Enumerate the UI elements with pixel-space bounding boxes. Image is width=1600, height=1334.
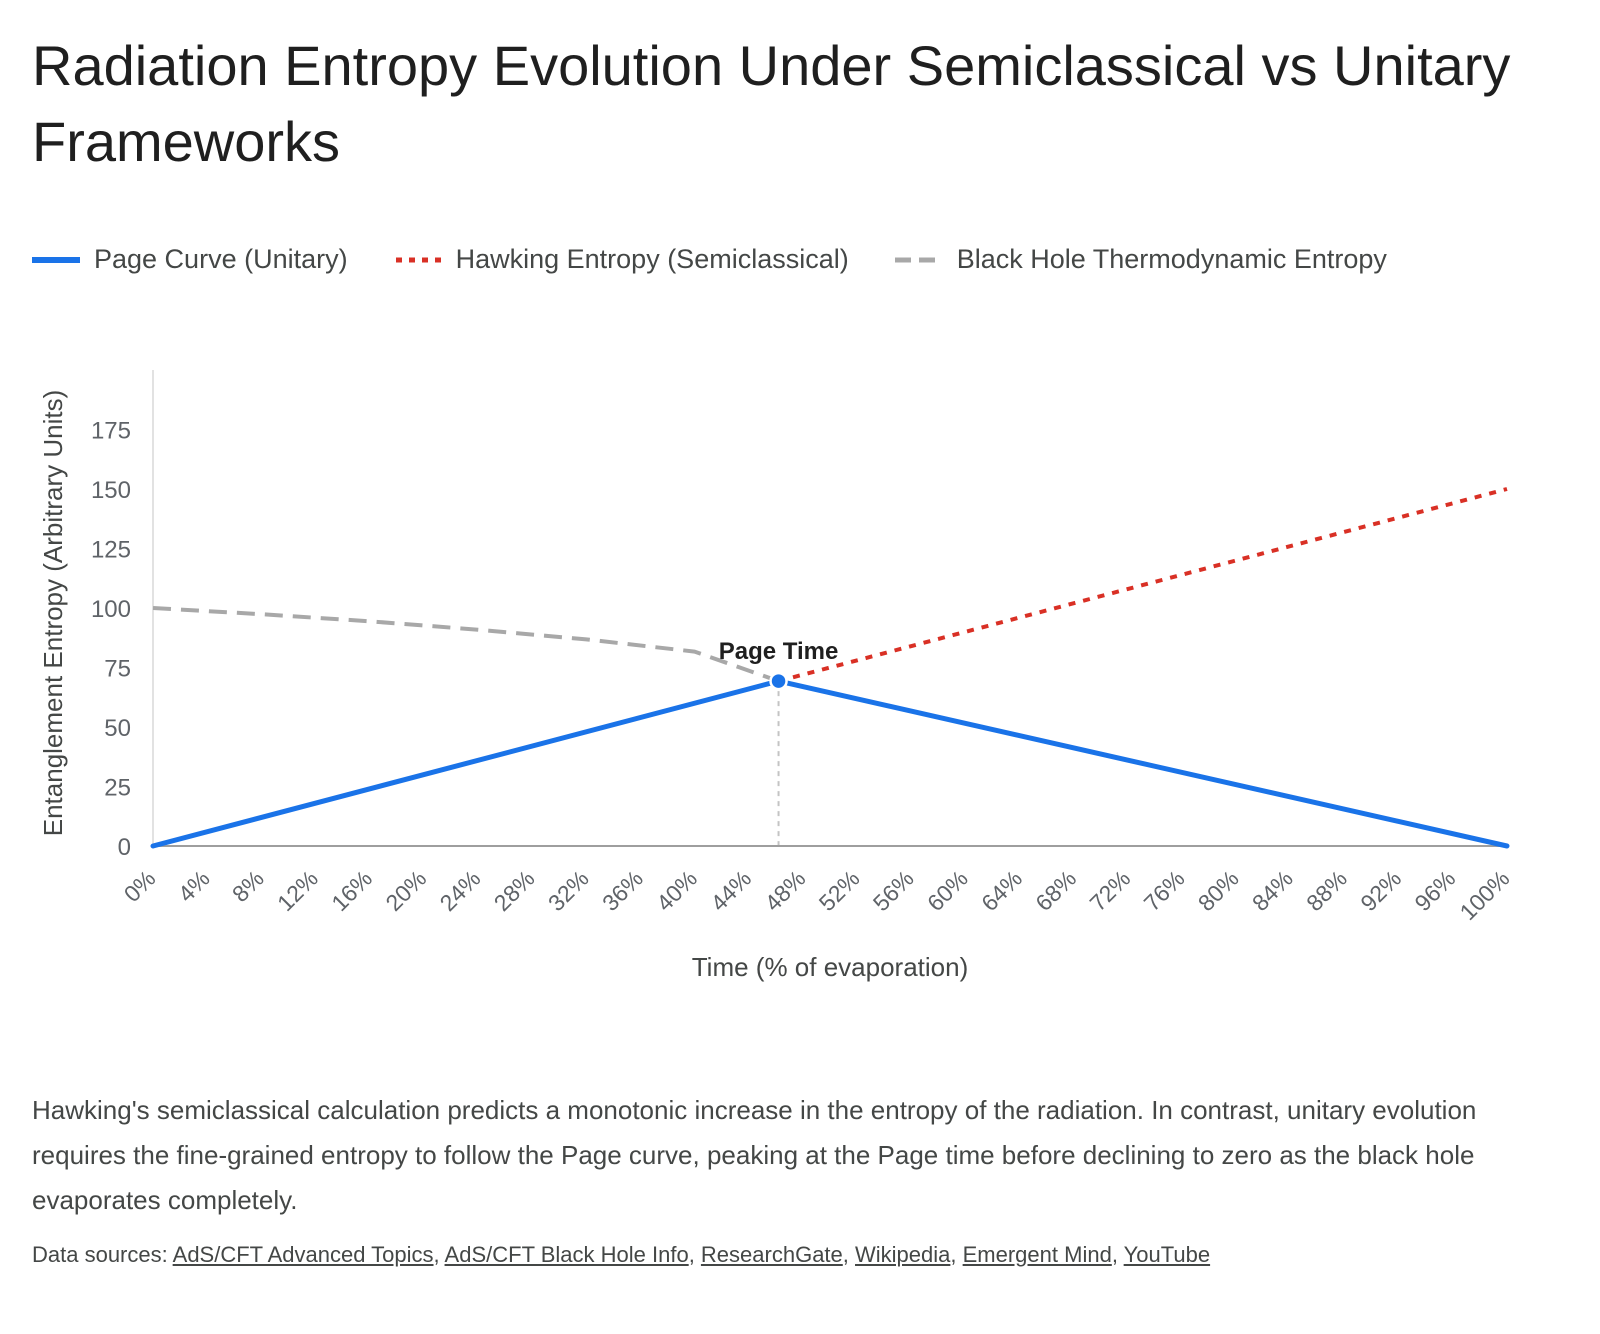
line-chart: 0 25 50 75 100 125 150 175 0% 4% 8% 12% 16% 20% 24% 28%… [38, 370, 1515, 982]
x-tick-label: 64% [976, 865, 1027, 916]
source-link[interactable]: AdS/CFT Advanced Topics [172, 1242, 434, 1267]
x-tick-label: 72% [1084, 865, 1135, 916]
legend-item-page-curve[interactable]: Page Curve (Unitary) [32, 244, 348, 275]
source-link[interactable]: YouTube [1123, 1242, 1211, 1267]
x-tick-label: 100% [1455, 865, 1515, 925]
series-line-dotted [777, 487, 1508, 684]
x-tick-label: 36% [597, 865, 648, 916]
y-tick-label: 0 [118, 834, 131, 861]
x-tick-label: 96% [1409, 865, 1460, 916]
x-tick-label: 80% [1193, 865, 1244, 916]
x-tick-label: 76% [1139, 865, 1190, 916]
x-tick-label: 28% [489, 865, 540, 916]
series-line-dashed [152, 606, 780, 683]
data-sources: Data sources: AdS/CFT Advanced Topics, A… [32, 1242, 1211, 1267]
x-tick-label: 52% [814, 865, 865, 916]
y-tick-label: 175 [91, 418, 131, 445]
x-tick-label: 56% [868, 865, 919, 916]
legend-swatch-dotted [395, 257, 442, 262]
source-link[interactable]: AdS/CFT Black Hole Info [444, 1242, 689, 1267]
chart-caption: Hawking's semiclassical calculation pred… [32, 1095, 1477, 1215]
x-tick-label: 48% [760, 865, 811, 916]
legend-label: Black Hole Thermodynamic Entropy [956, 244, 1387, 274]
x-tick-label: 44% [705, 865, 756, 916]
legend: Page Curve (Unitary) Hawking Entropy (Se… [32, 244, 1433, 275]
series-line-solid [150, 678, 1510, 849]
y-tick-label: 25 [104, 775, 131, 802]
page-time-label: Page Time [719, 638, 839, 665]
x-tick-label: 24% [435, 865, 486, 916]
x-tick-label: 60% [922, 865, 973, 916]
x-tick-label: 16% [326, 865, 377, 916]
source-link[interactable]: Wikipedia [855, 1242, 951, 1267]
legend-label: Page Curve (Unitary) [94, 244, 348, 274]
x-tick-label: 20% [380, 865, 431, 916]
y-tick-label: 50 [104, 715, 131, 742]
chart-title: Radiation Entropy Evolution Under Semicl… [32, 34, 1511, 173]
sources-prefix: Data sources: [32, 1242, 173, 1267]
legend-item-hawking[interactable]: Hawking Entropy (Semiclassical) [394, 244, 849, 275]
x-axis-title: Time (% of evaporation) [692, 952, 968, 982]
y-tick-label: 100 [91, 596, 131, 623]
y-axis-title: Entanglement Entropy (Arbitrary Units) [38, 390, 68, 837]
x-tick-label: 84% [1247, 865, 1298, 916]
legend-item-thermodynamic[interactable]: Black Hole Thermodynamic Entropy [894, 244, 1387, 275]
x-tick-label: 4% [173, 865, 215, 907]
page-time-point [769, 671, 788, 691]
legend-swatch-dashed [894, 257, 943, 262]
x-tick-label: 0% [119, 865, 161, 907]
y-tick-label: 125 [91, 537, 131, 564]
legend-swatch-solid [32, 256, 80, 263]
source-link[interactable]: ResearchGate [700, 1242, 843, 1267]
x-tick-label: 8% [227, 865, 269, 907]
x-tick-label: 92% [1355, 865, 1406, 916]
legend-label: Hawking Entropy (Semiclassical) [455, 244, 849, 274]
x-tick-label: 88% [1301, 865, 1352, 916]
x-tick-label: 12% [272, 865, 323, 916]
x-tick-label: 68% [1030, 865, 1081, 916]
x-tick-label: 40% [651, 865, 702, 916]
source-link[interactable]: Emergent Mind [962, 1242, 1112, 1267]
y-tick-label: 150 [91, 477, 131, 504]
x-tick-label: 32% [543, 865, 594, 916]
y-tick-label: 75 [104, 656, 131, 683]
